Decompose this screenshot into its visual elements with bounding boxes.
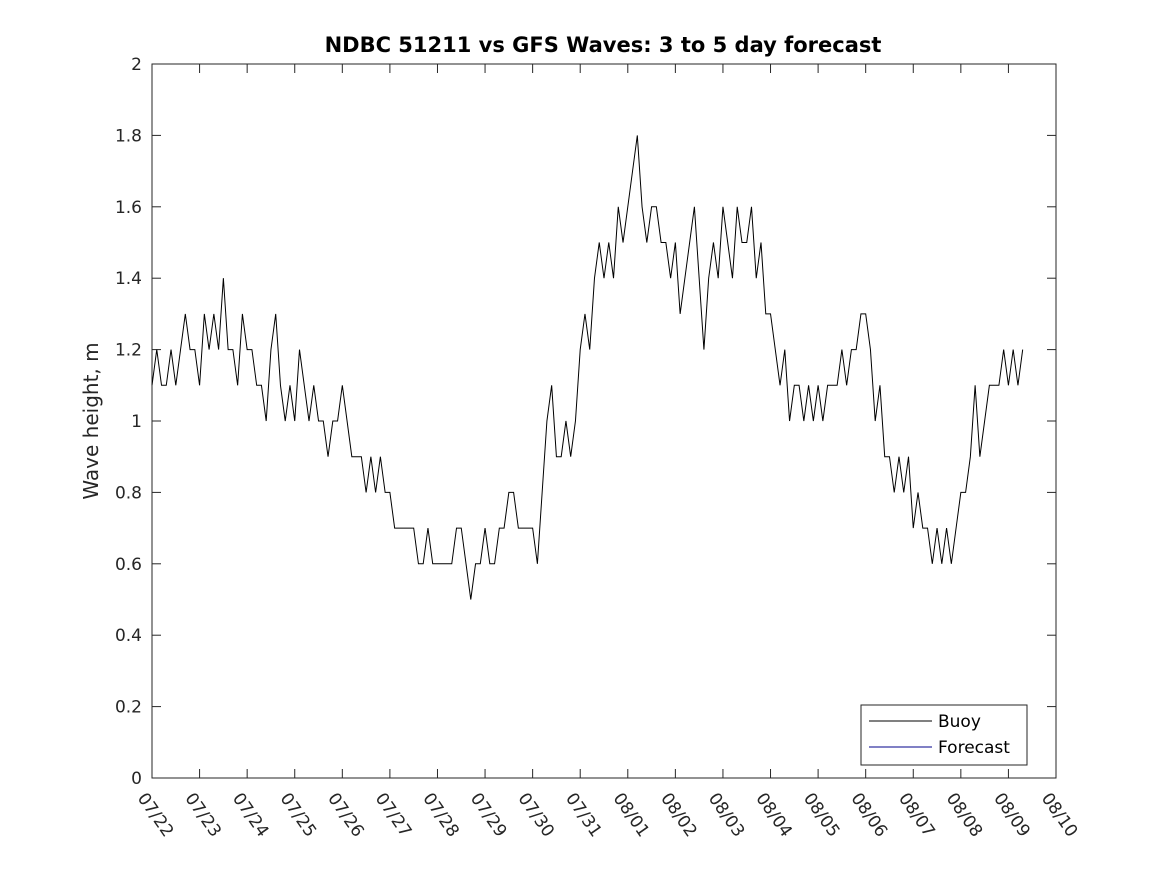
y-tick-label: 0.4: [115, 626, 142, 646]
y-tick-label: 1.2: [115, 341, 142, 361]
y-tick-label: 0.6: [115, 555, 142, 575]
y-tick-label: 0: [131, 769, 142, 789]
y-tick-label: 1.4: [115, 269, 142, 289]
legend: Buoy Forecast: [860, 704, 1028, 766]
chart-title: NDBC 51211 vs GFS Waves: 3 to 5 day fore…: [325, 33, 882, 57]
y-tick-label: 1.6: [115, 198, 142, 218]
plot-area: [151, 63, 1057, 779]
legend-box: [860, 704, 1028, 766]
y-tick-label: 2: [131, 55, 142, 75]
series-layer: [151, 135, 1024, 600]
y-tick-label: 1: [131, 412, 142, 432]
y-tick-label: 0.8: [115, 483, 142, 503]
y-tick-label: 1.8: [115, 126, 142, 146]
legend-buoy-label: Buoy: [938, 712, 981, 732]
y-tick-label: 0.2: [115, 698, 142, 718]
legend-forecast-label: Forecast: [938, 738, 1010, 758]
y-axis-label: Wave height, m: [79, 342, 103, 499]
series-line-buoy: [151, 135, 1024, 600]
